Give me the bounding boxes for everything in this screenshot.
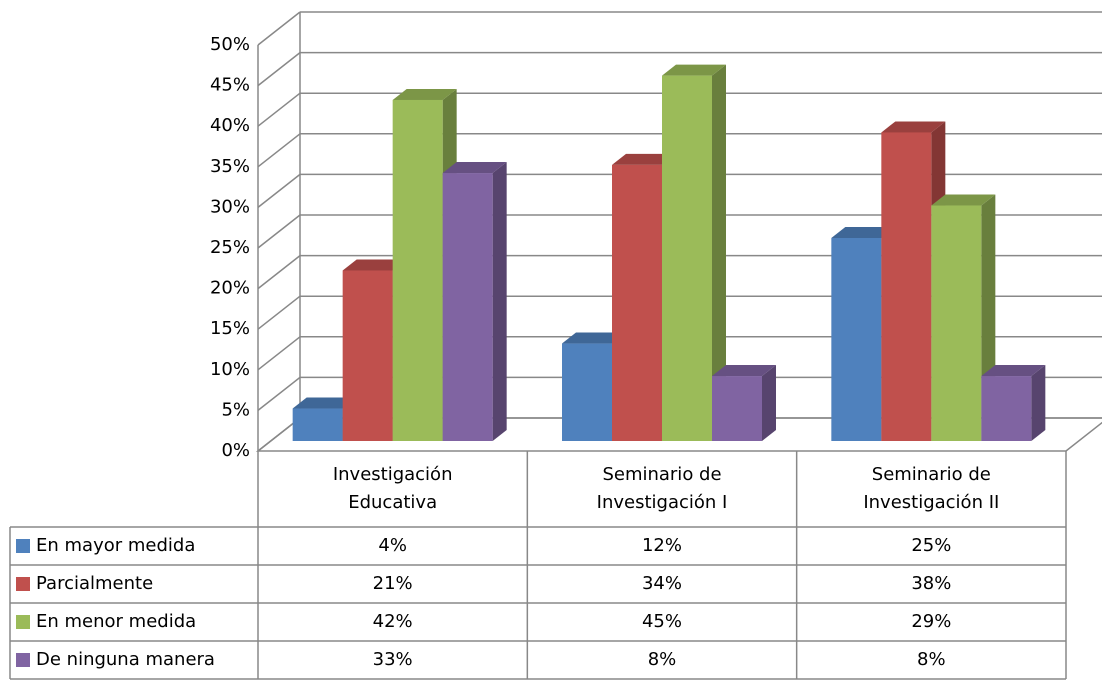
grid-line-side [257, 92, 301, 127]
grid-line-side [257, 133, 301, 168]
table-value: 34% [642, 573, 682, 594]
bar-top [342, 259, 407, 271]
grid-line-side [257, 52, 301, 87]
grid-line-side [257, 214, 301, 249]
bar [881, 132, 932, 441]
bar [612, 164, 662, 442]
legend-swatch [16, 539, 30, 553]
grid-line-side [257, 11, 301, 46]
bar-side [762, 365, 776, 441]
bar-side [712, 64, 726, 441]
bar [562, 343, 612, 441]
grid-line-side [257, 336, 301, 371]
y-tick-label: 15% [210, 318, 250, 339]
table-value: 8% [917, 649, 946, 670]
bar-top [881, 121, 946, 133]
bar-top [612, 153, 676, 165]
legend-label: En menor medida [36, 611, 196, 632]
y-tick-label: 30% [210, 196, 250, 217]
legend-swatch [16, 653, 30, 667]
bar-side [492, 162, 507, 442]
bar [342, 270, 393, 441]
table-value: 42% [373, 611, 413, 632]
bar-top [712, 365, 776, 377]
table-value: 12% [642, 535, 682, 556]
bar [931, 205, 982, 441]
y-tick-label: 5% [221, 399, 250, 420]
bar-top [562, 332, 626, 344]
bar [831, 238, 882, 441]
table-value: 4% [378, 535, 407, 556]
table-value: 38% [911, 573, 951, 594]
bar [712, 376, 762, 441]
table-value: 29% [911, 611, 951, 632]
category-label: Investigación Educativa [332, 464, 453, 513]
y-tick-label: 50% [210, 34, 250, 55]
bar-top [981, 365, 1046, 377]
legend-swatch [16, 577, 30, 591]
bar-side [1031, 365, 1046, 441]
legend-swatch [16, 615, 30, 629]
category-label: Seminario de Investigación II [863, 464, 1000, 513]
category-label: Seminario de Investigación I [596, 464, 728, 513]
bar-top [292, 397, 357, 409]
grid-line-side [257, 173, 301, 208]
bar-top [392, 88, 457, 100]
legend-label: En mayor medida [36, 535, 195, 556]
table-value: 21% [373, 573, 413, 594]
y-tick-label: 25% [210, 237, 250, 258]
y-tick-label: 10% [210, 359, 250, 380]
bar [981, 376, 1032, 441]
bar-top [442, 162, 507, 174]
bar-top [931, 194, 996, 206]
y-tick-label: 45% [210, 75, 250, 96]
legend-label: Parcialmente [36, 573, 153, 594]
table-value: 8% [648, 649, 677, 670]
y-tick-label: 35% [210, 156, 250, 177]
bar [662, 75, 712, 441]
y-tick-label: 0% [221, 440, 250, 461]
y-tick-label: 20% [210, 278, 250, 299]
bar-top [662, 64, 726, 76]
bar [442, 173, 493, 442]
table-value: 25% [911, 535, 951, 556]
table-value: 33% [373, 649, 413, 670]
bar [292, 408, 343, 441]
grid-line-side [257, 295, 301, 330]
grid-line-side [257, 376, 301, 411]
bar [392, 99, 443, 442]
table-value: 45% [642, 611, 682, 632]
y-tick-label: 40% [210, 115, 250, 136]
bar-top [831, 227, 896, 238]
grid-line-side [257, 255, 301, 290]
legend-label: De ninguna manera [36, 649, 215, 670]
